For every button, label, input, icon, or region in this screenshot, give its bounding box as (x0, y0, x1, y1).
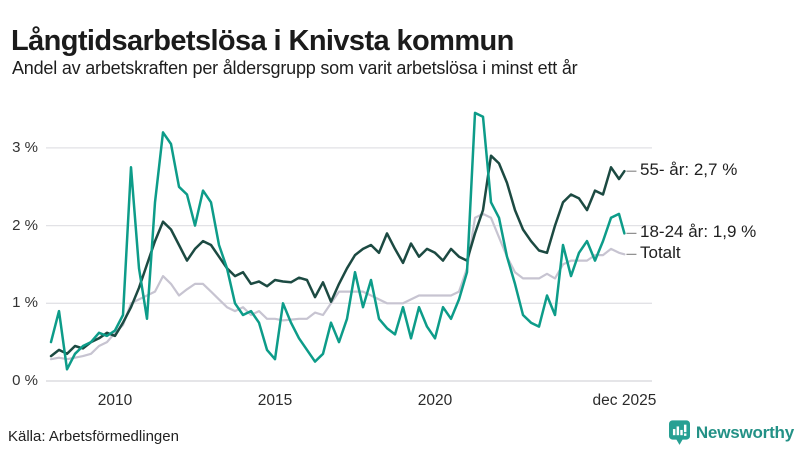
bar-chart-speech-bubble-icon (668, 420, 690, 445)
newsworthy-wordmark: Newsworthy (695, 423, 794, 442)
x-tick-label-2020: 2020 (417, 392, 453, 409)
y-tick-label-0: 0 % (12, 372, 38, 389)
series-label-55-plus: 55- år: 2,7 % (640, 160, 738, 180)
y-tick-label-1: 1 % (12, 294, 38, 312)
series-line-55-r (49, 154, 626, 358)
y-tick-label-2: 2 % (12, 216, 38, 234)
newsworthy-logo[interactable]: Newsworthy (668, 419, 794, 447)
series-line-18-24r (49, 111, 626, 371)
series-label-18-24: 18-24 år: 1,9 % (640, 222, 757, 242)
label-connector-ticks (626, 170, 637, 255)
chart-series-lines (49, 111, 626, 371)
y-tick-label-3: 3 % (12, 138, 38, 156)
x-tick-label-2015: 2015 (257, 392, 293, 409)
page-title: Långtidsarbetslösa i Knivsta kommun (11, 25, 514, 58)
chart-subtitle: Andel av arbetskraften per åldersgrupp s… (12, 58, 578, 78)
x-tick-label-2010: 2010 (97, 392, 133, 409)
source-attribution: Källa: Arbetsförmedlingen (8, 428, 179, 445)
series-line-Totalt (49, 212, 626, 361)
series-label-totalt: Totalt (640, 243, 681, 263)
x-tick-label-dec-2025: dec 2025 (592, 392, 657, 409)
